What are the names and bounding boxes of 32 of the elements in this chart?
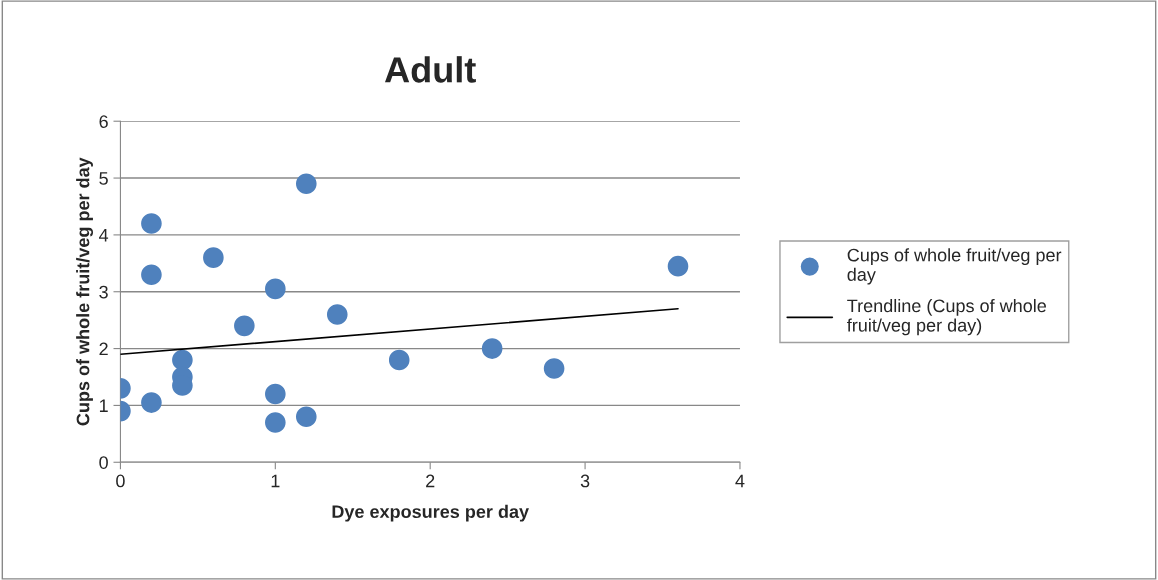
y-tick-label: 3 bbox=[99, 285, 108, 299]
y-tick-label: 2 bbox=[99, 342, 108, 356]
x-tick-label: 4 bbox=[735, 474, 745, 488]
point bbox=[265, 383, 286, 405]
point bbox=[295, 406, 317, 428]
legend-label: Cups of whole fruit/veg per day bbox=[847, 248, 1062, 285]
x-axis-title: Dye exposures per day bbox=[332, 504, 529, 522]
point bbox=[234, 315, 255, 337]
point bbox=[203, 247, 224, 268]
y-tick-label: 4 bbox=[99, 229, 109, 242]
x-tick-label: 3 bbox=[580, 474, 590, 488]
point bbox=[141, 264, 162, 285]
y-tick-label: 0 bbox=[99, 456, 108, 469]
x-tick-label: 0 bbox=[116, 474, 125, 488]
legend-label: Trendline (Cups of whole fruit/veg per day) bbox=[847, 298, 1047, 336]
y-tick-label: 6 bbox=[99, 115, 108, 128]
point bbox=[326, 304, 348, 325]
point bbox=[543, 358, 565, 379]
x-tick-label: 1 bbox=[271, 474, 280, 488]
point bbox=[388, 349, 410, 371]
point bbox=[141, 213, 162, 234]
point bbox=[265, 278, 286, 300]
y-tick-label: 1 bbox=[99, 399, 108, 412]
point bbox=[481, 338, 503, 359]
point bbox=[141, 392, 162, 413]
point bbox=[265, 412, 286, 433]
point bbox=[667, 255, 689, 277]
chart-title: Adult bbox=[384, 56, 476, 83]
y-axis-title: Cups of whole fruit/veg per day bbox=[76, 157, 94, 426]
x-tick-label: 2 bbox=[426, 474, 435, 488]
y-tick-label: 5 bbox=[99, 172, 108, 185]
point bbox=[295, 173, 317, 195]
